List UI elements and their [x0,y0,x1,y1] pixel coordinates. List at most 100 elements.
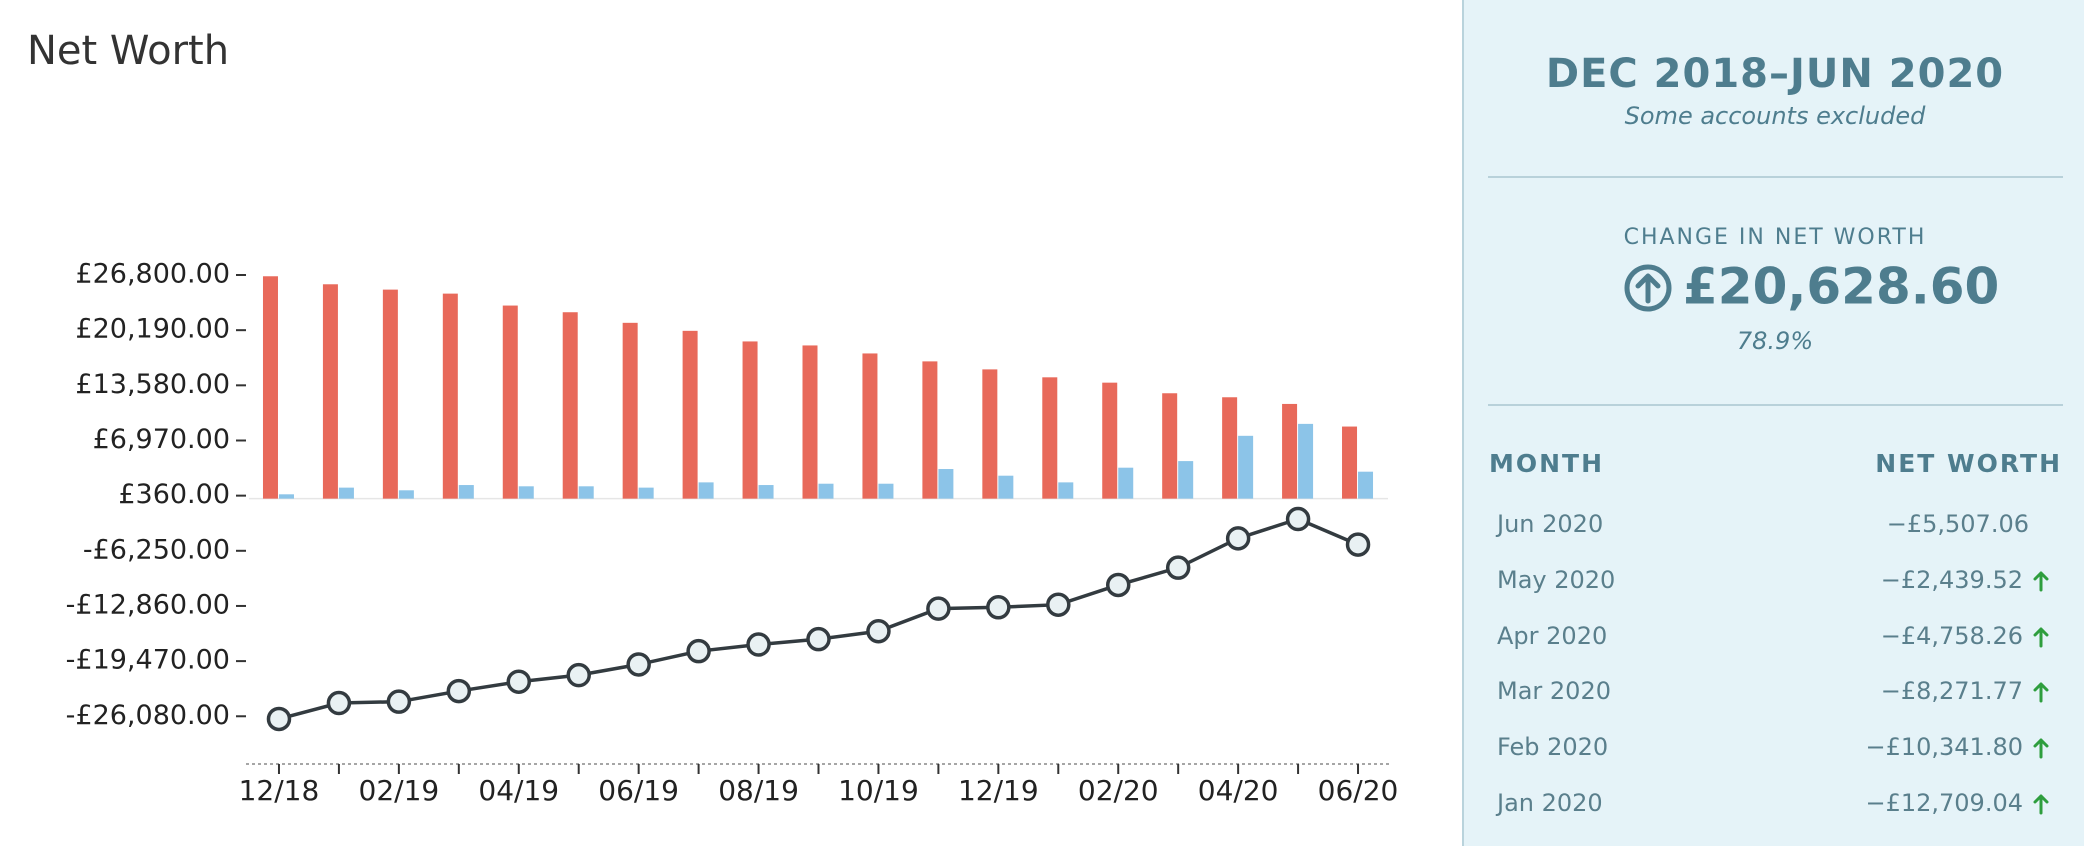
bar [982,369,998,499]
line-point [746,632,771,657]
net-worth: −£2,439.52 [1881,566,2023,594]
bar [998,475,1014,499]
bar [622,322,638,499]
y-tick-label: £6,970.00 [93,424,230,455]
month: May 2020 [1497,566,1615,594]
x-tick-label: 10/19 [838,774,919,807]
period: DEC 2018–JUN 2020 [1546,51,2004,97]
x-tick-label: 08/19 [718,774,799,807]
bar [1238,435,1254,499]
x-tick-label: 04/20 [1198,774,1279,807]
x-tick-label: 04/19 [478,774,559,807]
line-point [1105,572,1131,598]
line-point [926,596,951,621]
bar [1298,423,1314,499]
month: Jan 2020 [1495,789,1603,817]
bar [818,483,834,499]
x-tick-label: 02/19 [359,774,440,807]
y-tick-label: £20,190.00 [75,314,230,345]
bar [322,284,338,499]
bar [1342,426,1358,499]
change-value: £20,628.60 [1683,258,1999,316]
bar [1118,467,1134,499]
x-tick-label: 06/20 [1318,774,1399,807]
y-tick-label: -£12,860.00 [66,589,230,620]
change-percent: 78.9% [1737,327,1813,355]
line-point [866,618,891,644]
bar [578,486,594,499]
bar [442,293,458,499]
bar [278,494,294,499]
month: Apr 2020 [1497,622,1607,650]
bar [398,490,414,499]
x-tick-label: 12/19 [958,774,1039,807]
line-point [1345,532,1371,557]
up-icon [1624,264,1672,312]
y-tick-label: -£6,250.00 [83,534,230,565]
bar [458,485,474,499]
net-worth: −£5,507.06 [1887,510,2029,538]
net-worth: −£4,758.26 [1881,622,2023,650]
bar [938,469,954,499]
line-point [986,595,1011,620]
bar [742,341,758,499]
bar [338,487,354,499]
side-panel [1462,0,2084,846]
y-tick-label: £26,800.00 [75,259,230,290]
bar [1178,461,1194,499]
bar [698,482,714,499]
bar [518,486,534,499]
line-point [326,690,352,716]
x-tick-label: 12/18 [239,774,320,807]
month: Mar 2020 [1497,677,1611,705]
bar [802,345,818,499]
bar [878,483,894,499]
net-worth: −£12,709.04 [1865,789,2023,817]
bar [1358,471,1374,499]
chart: £26,800.00 £20,190.00 £13,580.00 £6,970.00 £… [66,259,1399,807]
bar [382,289,398,499]
bar [562,312,578,499]
table: Jun 2020 −£5,507.06 May 2020 −£2,439.52 Apr … [1495,510,2049,817]
column-header: NET WORTH [1875,449,2062,478]
change-label: CHANGE IN NET WORTH [1624,225,1927,250]
line-point [446,678,472,704]
line-point [1225,526,1251,551]
month: Feb 2020 [1497,733,1608,761]
line-point [506,669,532,694]
bar [1102,382,1118,499]
line-point [1285,506,1311,532]
bar [1162,393,1178,499]
y-tick-label: -£26,080.00 [66,700,230,731]
bar [682,330,698,499]
net-worth: −£8,271.77 [1881,677,2023,705]
line-point [1046,592,1071,617]
line-point [686,638,711,664]
net-worth: −£10,341.80 [1865,733,2023,761]
line-point [566,662,591,688]
y-tick-label: £13,580.00 [75,369,230,400]
bar [758,485,774,499]
up-arrow [2033,738,2049,759]
line-point [626,652,651,677]
month: Jun 2020 [1495,510,1603,538]
bar [1042,377,1058,499]
up-arrow [2033,682,2049,703]
chart-background [0,0,1462,846]
bar [1282,403,1298,499]
bar [502,305,518,499]
note: Some accounts excluded [1625,102,1926,130]
y-tick-label: £360.00 [118,479,230,510]
up-arrow [2033,794,2049,815]
bar [638,487,654,499]
line-point [806,626,831,652]
line-point [1165,555,1191,580]
bar [862,353,878,499]
bar [262,276,278,499]
bar [1222,397,1238,499]
line-point [266,706,292,732]
chart-title: Net Worth [27,28,229,74]
column-header: MONTH [1489,449,1604,478]
up-arrow [2033,627,2049,648]
